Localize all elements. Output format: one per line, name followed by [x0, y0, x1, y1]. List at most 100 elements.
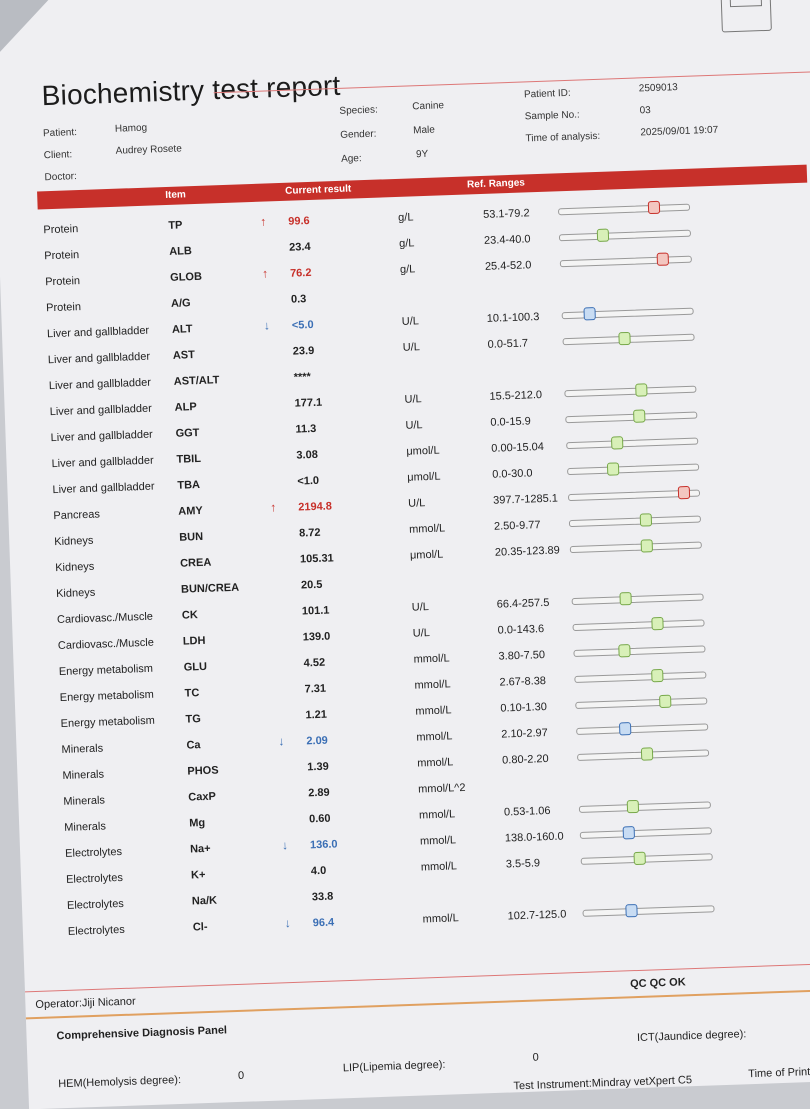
client-value: Audrey Rosete — [115, 143, 183, 157]
row-category: Electrolytes — [67, 923, 125, 938]
qc-status: QC QC OK — [629, 976, 686, 991]
row-result: 0.3 — [290, 293, 307, 306]
row-unit: U/L — [404, 393, 422, 406]
row-category: Minerals — [62, 768, 105, 782]
range-marker-icon — [632, 409, 645, 423]
row-category: Minerals — [64, 820, 107, 834]
row-item: CaxP — [188, 790, 217, 804]
range-marker-icon — [678, 485, 691, 500]
row-unit: μmol/L — [409, 548, 444, 562]
operator: Operator:Jiji Nicanor — [35, 995, 136, 1012]
row-ref-range: 138.0-160.0 — [504, 830, 564, 845]
row-result: 7.31 — [304, 682, 327, 696]
row-result: 76.2 — [289, 266, 312, 280]
row-result: 23.4 — [288, 240, 311, 254]
row-result: 101.1 — [301, 604, 330, 618]
row-item: Ca — [186, 739, 201, 752]
column-item: Item — [165, 189, 187, 202]
row-ref-range: 53.1-79.2 — [482, 207, 530, 221]
row-item: GLU — [183, 660, 208, 674]
range-marker-icon — [659, 694, 672, 709]
row-unit: mmol/L — [417, 756, 454, 770]
range-bar — [575, 694, 708, 710]
row-category: Protein — [45, 301, 82, 315]
range-bar — [568, 513, 702, 528]
range-bar — [557, 200, 691, 216]
row-ref-range: 10.1-100.3 — [486, 311, 540, 325]
row-item: ALP — [174, 401, 197, 414]
row-category: Liver and gallbladder — [49, 402, 153, 419]
row-ref-range: 102.7-125.0 — [507, 908, 567, 923]
range-marker-icon — [640, 747, 653, 761]
row-category: Minerals — [63, 794, 106, 808]
species-label: Species: — [339, 104, 378, 117]
row-result: 1.39 — [307, 760, 329, 774]
range-marker-icon — [611, 436, 624, 450]
row-item: TBIL — [176, 452, 202, 466]
row-result: 23.9 — [292, 344, 315, 358]
range-marker-icon — [619, 591, 632, 606]
range-marker-icon — [607, 462, 620, 476]
row-ref-range: 15.5-212.0 — [489, 388, 543, 403]
row-item: Mg — [189, 817, 206, 830]
page-fold — [0, 0, 63, 60]
range-marker-icon — [625, 903, 638, 918]
row-category: Protein — [45, 275, 81, 289]
range-bar — [569, 539, 702, 554]
row-ref-range: 0.00-15.04 — [491, 440, 545, 455]
row-result: 96.4 — [312, 916, 335, 930]
row-item: A/G — [170, 297, 191, 310]
range-marker-icon — [650, 668, 664, 683]
time-value: 2025/09/01 19:07 — [640, 124, 719, 139]
range-marker-icon — [626, 799, 640, 814]
row-unit: U/L — [412, 627, 431, 640]
range-bar — [558, 228, 692, 242]
row-category: Energy metabolism — [60, 714, 155, 730]
row-category: Energy metabolism — [59, 688, 155, 704]
row-category: Liver and gallbladder — [50, 428, 153, 445]
age-label: Age: — [340, 153, 362, 165]
row-flag: ↓ — [263, 318, 271, 333]
row-flag: ↑ — [261, 266, 269, 281]
row-ref-range: 3.5-5.9 — [505, 857, 541, 871]
range-bar — [577, 747, 710, 761]
row-ref-range: 397.7-1285.1 — [492, 492, 559, 507]
client-label: Client: — [43, 149, 73, 162]
row-unit: mmol/L — [414, 678, 451, 692]
row-category: Electrolytes — [64, 845, 123, 860]
row-unit: mmol/L — [419, 834, 457, 848]
range-bar — [565, 409, 698, 424]
row-item: LDH — [182, 634, 206, 648]
range-bar — [574, 668, 707, 684]
row-ref-range: 0.10-1.30 — [500, 701, 548, 715]
range-marker-icon — [618, 644, 632, 658]
row-result: 2194.8 — [298, 500, 333, 514]
row-item: TBA — [177, 478, 201, 492]
row-category: Liver and gallbladder — [48, 376, 152, 393]
row-category: Liver and gallbladder — [52, 480, 155, 497]
row-flag: ↑ — [260, 214, 267, 229]
range-marker-icon — [640, 539, 654, 553]
row-item: CREA — [179, 556, 212, 570]
age-value: 9Y — [415, 148, 429, 161]
sample-no-label: Sample No.: — [524, 109, 580, 123]
range-marker-icon — [622, 826, 635, 840]
row-category: Electrolytes — [66, 897, 125, 912]
row-item: AST/ALT — [173, 374, 220, 388]
row-ref-range: 25.4-52.0 — [484, 259, 532, 273]
row-item: BUN/CREA — [180, 581, 240, 596]
row-flag: ↓ — [278, 734, 285, 749]
row-result: 20.5 — [300, 578, 323, 592]
range-bar — [567, 485, 701, 502]
row-category: Cardiovasc./Muscle — [56, 610, 154, 627]
printer-icon — [719, 0, 772, 33]
row-item: PHOS — [187, 764, 219, 778]
row-result: 99.6 — [288, 214, 310, 228]
row-item: GLOB — [169, 270, 203, 284]
patient-id-label: Patient ID: — [523, 87, 571, 101]
row-category: Protein — [44, 249, 80, 263]
range-bar — [571, 591, 704, 606]
row-category: Kidneys — [54, 534, 94, 549]
range-bar — [582, 903, 715, 918]
